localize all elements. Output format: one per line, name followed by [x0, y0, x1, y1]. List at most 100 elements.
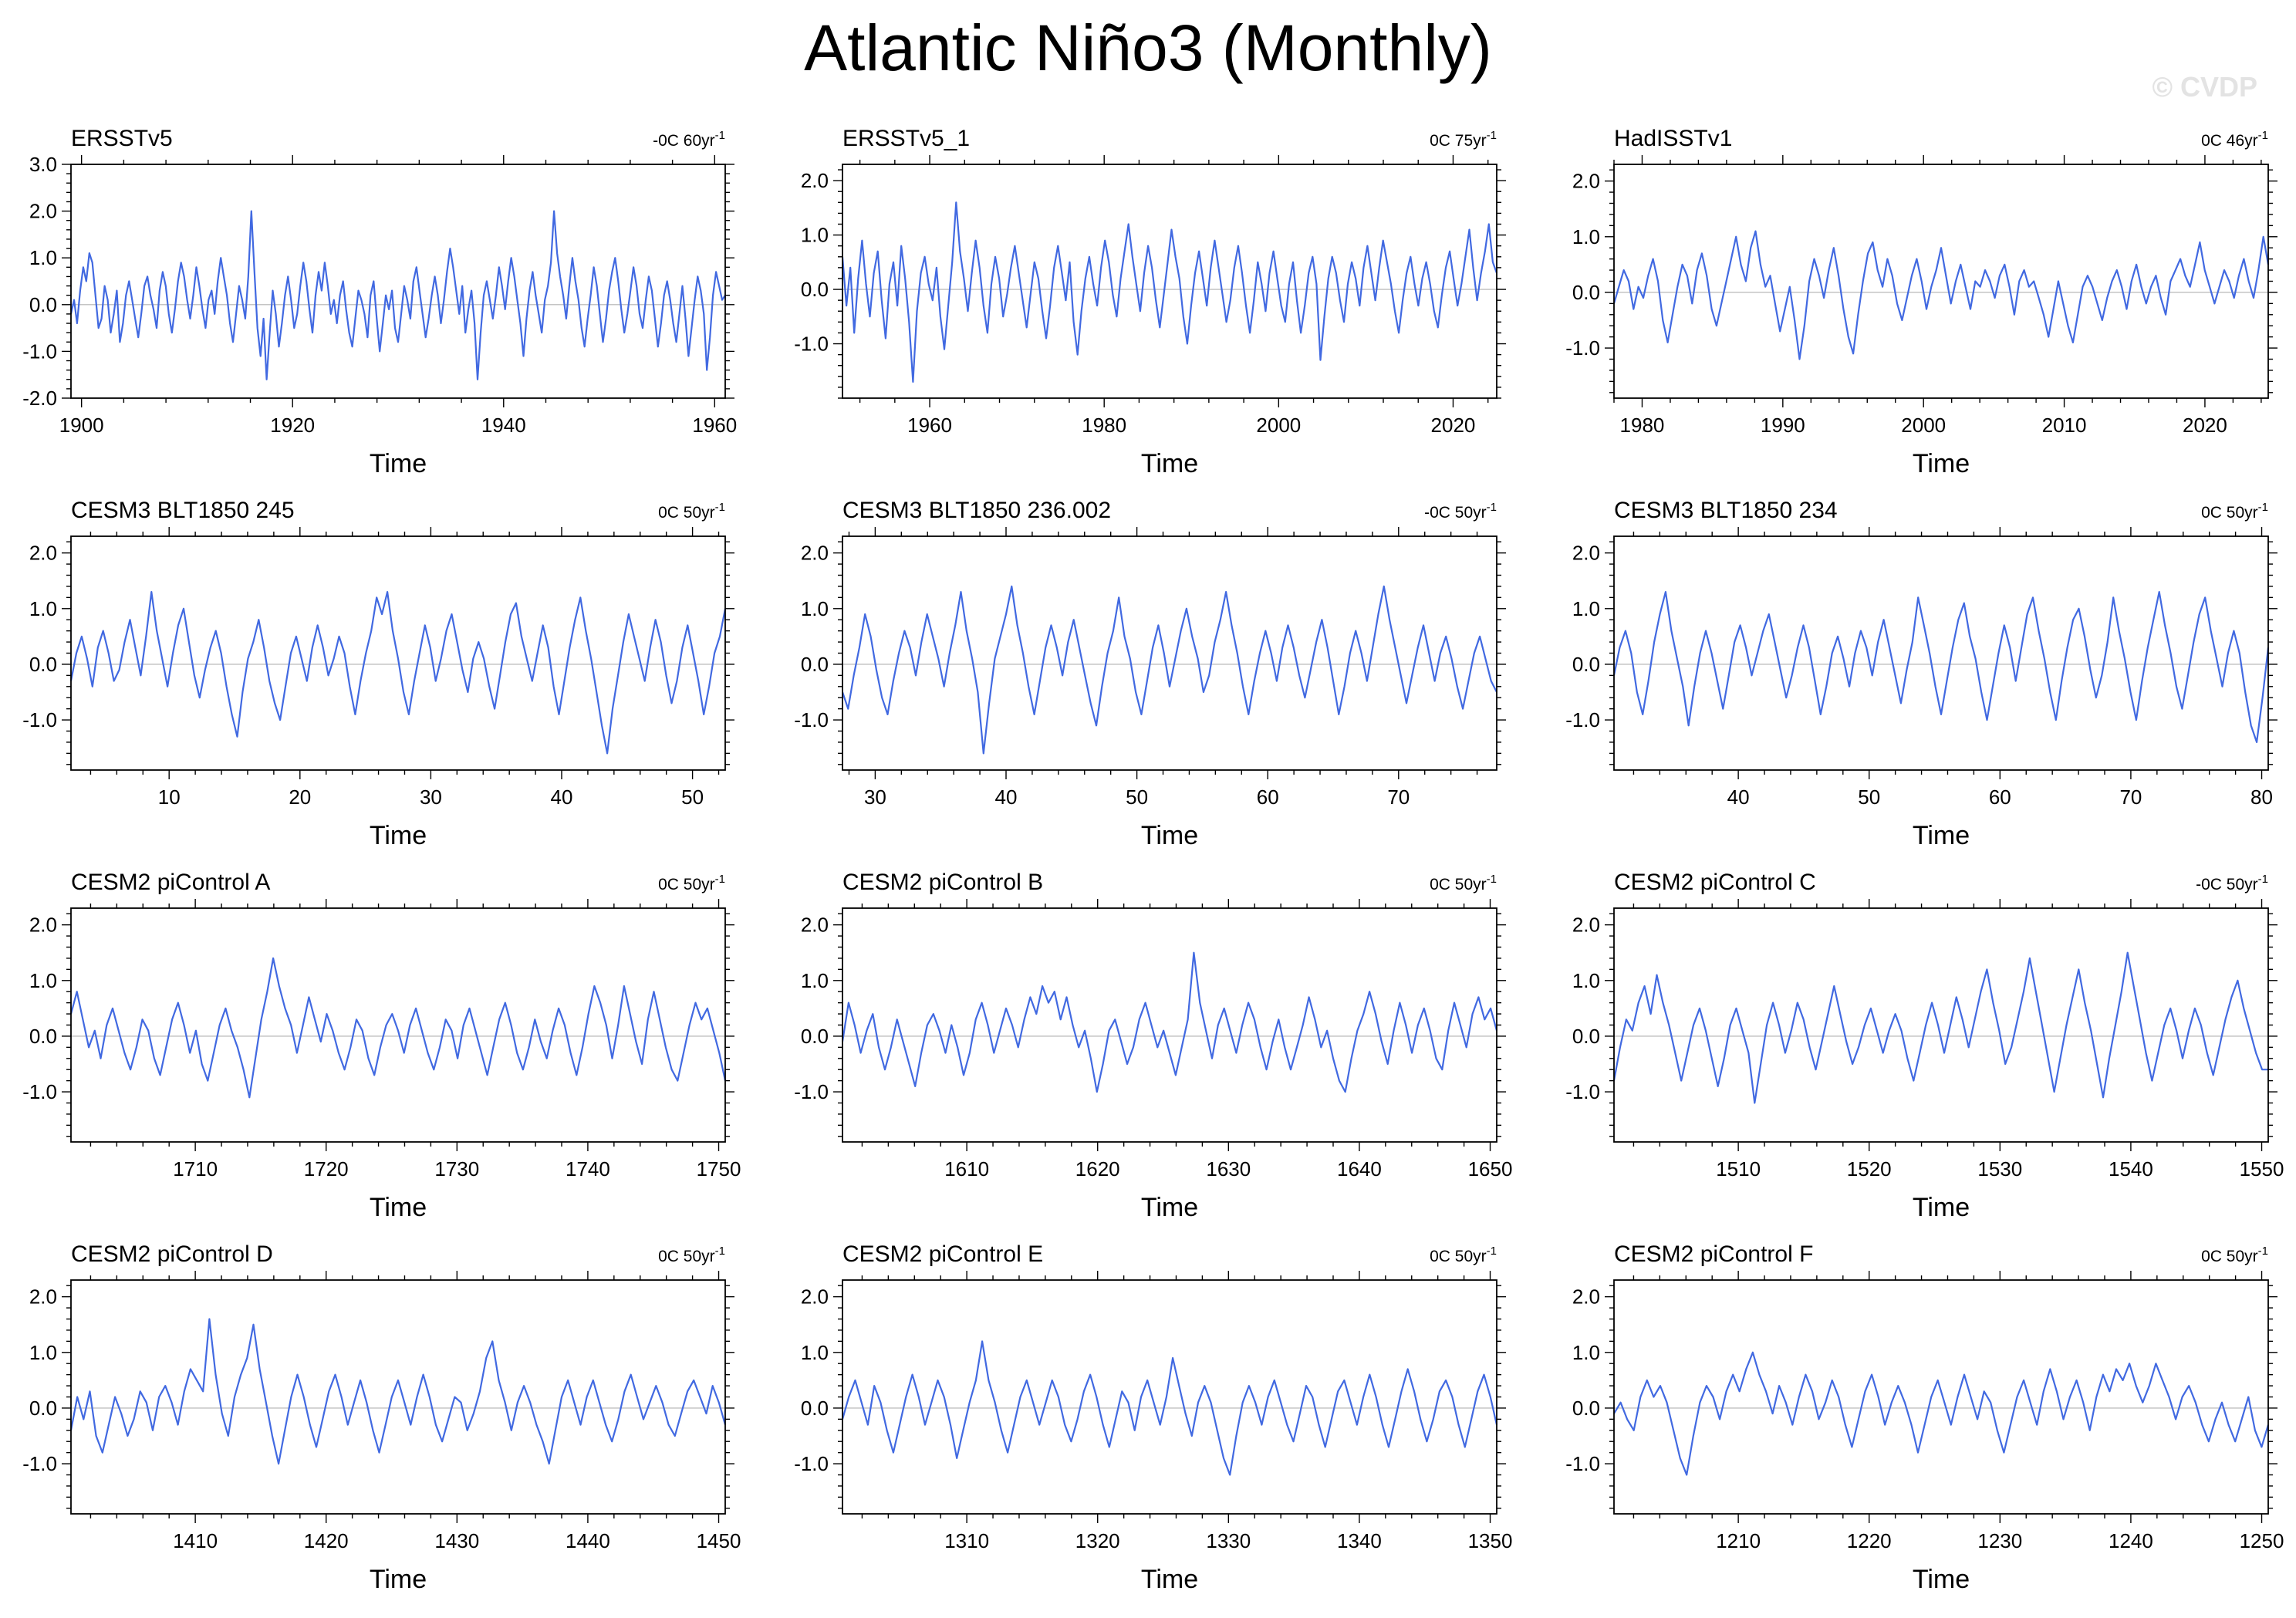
x-tick-label: 1740 [566, 1157, 610, 1181]
y-tick-label: -1.0 [22, 1452, 57, 1475]
x-tick-label: 10 [158, 785, 181, 809]
x-tick-label: 1900 [59, 414, 104, 437]
x-tick-label: 1410 [173, 1529, 218, 1552]
x-tick-label: 1350 [1468, 1529, 1513, 1552]
y-tick-label: 2.0 [801, 542, 829, 565]
y-tick-label: 1.0 [29, 246, 57, 269]
panel-title: CESM3 BLT1850 234 [1614, 498, 1838, 523]
chart-panel: -1.0 0.0 1.0 2.0 40 50 60 70 80 Time CESM3 BLT1850… [1565, 498, 2277, 850]
trend-label: 0C 75yr-1 [1430, 129, 1497, 150]
x-tick-label: 1450 [697, 1529, 741, 1552]
y-tick-label: 0.0 [29, 293, 57, 316]
x-tick-label: 60 [1989, 785, 2011, 809]
x-axis-label: Time [1913, 1565, 1970, 1594]
x-axis-label: Time [370, 1565, 427, 1594]
chart-panel: -1.0 0.0 1.0 2.0 1410 1420 1430 1440 1450 Time CES… [22, 1241, 741, 1594]
x-tick-label: 1440 [566, 1529, 610, 1552]
x-tick-label: 1530 [1977, 1157, 2022, 1181]
y-tick-label: 2.0 [29, 542, 57, 565]
y-tick-label: 1.0 [801, 969, 829, 992]
x-tick-label: 1310 [944, 1529, 989, 1552]
x-tick-label: 1920 [270, 414, 315, 437]
chart-panel: -2.0 -1.0 0.0 1.0 2.0 3.0 1900 1920 1940 1960 Time… [22, 126, 737, 478]
x-axis-label: Time [1141, 1193, 1198, 1222]
x-tick-label: 1960 [907, 414, 952, 437]
chart-panel: -1.0 0.0 1.0 2.0 1610 1620 1630 1640 1650 Time CES… [794, 870, 1512, 1222]
x-tick-label: 2010 [2042, 414, 2087, 437]
x-tick-label: 40 [551, 785, 573, 809]
x-tick-label: 40 [995, 785, 1018, 809]
y-tick-label: 1.0 [1572, 597, 1600, 620]
x-tick-label: 1990 [1761, 414, 1805, 437]
y-tick-label: 1.0 [801, 1341, 829, 1364]
y-tick-label: 0.0 [29, 1397, 57, 1420]
chart-panel: -1.0 0.0 1.0 2.0 10 20 30 40 50 Time CESM3 BLT1850… [22, 498, 734, 850]
y-tick-label: 0.0 [801, 1025, 829, 1048]
y-tick-label: 2.0 [801, 1285, 829, 1309]
x-tick-label: 1650 [1468, 1157, 1513, 1181]
x-axis-label: Time [1141, 1565, 1198, 1594]
x-tick-label: 40 [1727, 785, 1750, 809]
chart-panel: -1.0 0.0 1.0 2.0 1960 1980 2000 2020 Time ERSSTv5… [794, 126, 1506, 478]
series-line [69, 210, 726, 380]
x-tick-label: 1610 [944, 1157, 989, 1181]
y-tick-label: 0.0 [1572, 653, 1600, 676]
y-tick-label: 2.0 [29, 200, 57, 223]
trend-label: 0C 50yr-1 [1430, 1245, 1497, 1265]
series-line [1612, 590, 2270, 744]
x-tick-label: 1220 [1847, 1529, 1892, 1552]
x-tick-label: 1940 [481, 414, 526, 437]
y-tick-label: -1.0 [794, 333, 829, 356]
chart-panel: -1.0 0.0 1.0 2.0 1510 1520 1530 1540 1550 Time CES… [1565, 870, 2284, 1222]
x-tick-label: 2000 [1256, 414, 1301, 437]
series-line [841, 1340, 1498, 1476]
x-tick-label: 1210 [1716, 1529, 1761, 1552]
x-tick-label: 1550 [2240, 1157, 2284, 1181]
trend-label: 0C 50yr-1 [658, 1245, 725, 1265]
trend-label: -0C 60yr-1 [653, 129, 725, 150]
x-tick-label: 1240 [2109, 1529, 2153, 1552]
x-axis-label: Time [1913, 1193, 1970, 1222]
panel-title: CESM2 piControl B [842, 870, 1043, 895]
x-tick-label: 60 [1257, 785, 1279, 809]
panel-title: ERSSTv5 [71, 126, 173, 151]
plot-frame [70, 535, 726, 771]
x-tick-label: 2020 [2183, 414, 2227, 437]
y-tick-label: 0.0 [801, 1397, 829, 1420]
plot-frame [842, 164, 1497, 399]
y-tick-label: -2.0 [22, 387, 57, 410]
x-tick-label: 30 [864, 785, 886, 809]
plot-frame [842, 907, 1497, 1143]
y-tick-label: 1.0 [29, 597, 57, 620]
y-tick-label: 0.0 [801, 278, 829, 301]
y-tick-label: -1.0 [794, 1080, 829, 1103]
trend-label: -0C 50yr-1 [2196, 873, 2268, 893]
x-tick-label: 1710 [173, 1157, 218, 1181]
x-axis-label: Time [1913, 821, 1970, 850]
y-tick-label: 2.0 [801, 169, 829, 192]
trend-label: 0C 46yr-1 [2201, 129, 2268, 150]
x-tick-label: 1620 [1075, 1157, 1120, 1181]
y-tick-label: 0.0 [1572, 1397, 1600, 1420]
watermark: © CVDP [2152, 71, 2257, 103]
trend-label: 0C 50yr-1 [2201, 501, 2268, 522]
series-line [69, 957, 727, 1099]
x-tick-label: 1960 [692, 414, 737, 437]
y-tick-label: -1.0 [1565, 1080, 1600, 1103]
panel-title: CESM2 piControl C [1614, 870, 1816, 895]
series-line [69, 1318, 727, 1465]
panel-title: CESM2 piControl F [1614, 1241, 1813, 1267]
y-tick-label: -1.0 [1565, 336, 1600, 360]
y-tick-label: 2.0 [1572, 542, 1600, 565]
panel-title: CESM2 piControl D [71, 1241, 273, 1267]
y-tick-label: 2.0 [1572, 914, 1600, 937]
y-tick-label: 1.0 [29, 969, 57, 992]
x-tick-label: 1510 [1716, 1157, 1761, 1181]
x-axis-label: Time [1141, 821, 1198, 850]
x-tick-label: 1980 [1620, 414, 1665, 437]
plot-frame [70, 907, 726, 1143]
x-tick-label: 1540 [2109, 1157, 2153, 1181]
y-tick-label: -1.0 [794, 1452, 829, 1475]
plot-frame [1613, 1279, 2269, 1515]
plot-frame [842, 1279, 1497, 1515]
